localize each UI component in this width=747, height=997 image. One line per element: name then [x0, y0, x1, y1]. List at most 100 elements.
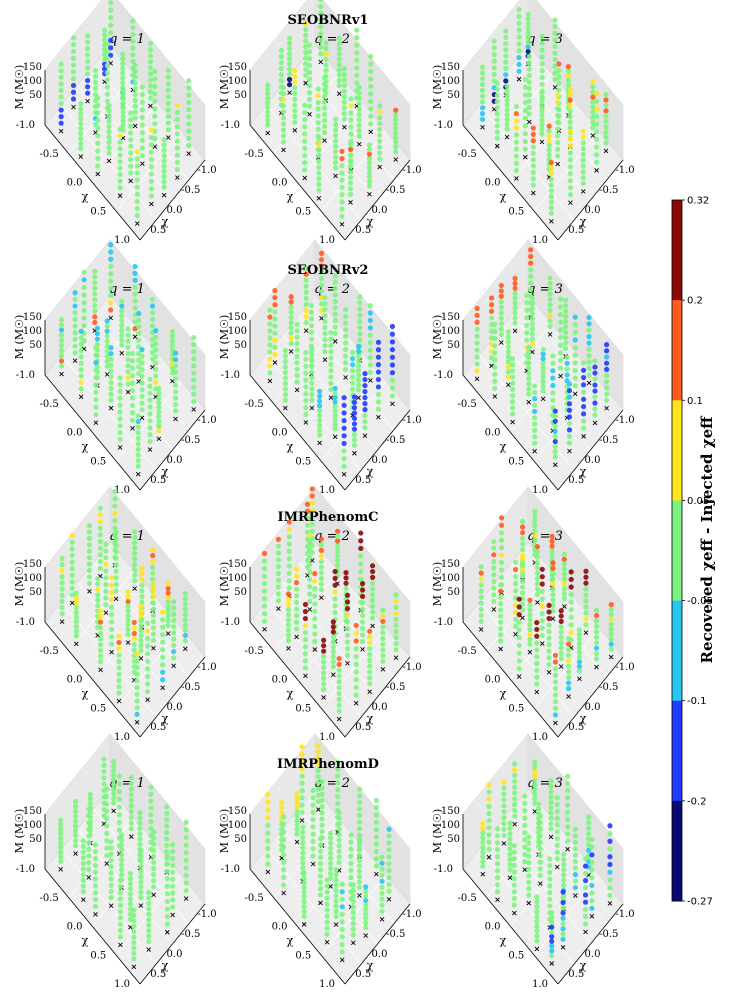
data-point: [333, 908, 339, 914]
data-point: [498, 282, 504, 289]
data-point: [342, 327, 349, 333]
data-point: [336, 673, 342, 679]
x-tick-label: 0.0: [272, 178, 288, 189]
data-point: [312, 593, 318, 599]
data-point: [592, 376, 598, 382]
injection-marker: [506, 382, 511, 388]
data-point: [572, 360, 578, 366]
data-point: [498, 515, 505, 521]
data-point: [317, 422, 323, 428]
data-point: [139, 582, 145, 588]
data-point: [333, 898, 339, 904]
data-point: [164, 853, 170, 859]
data-point: [582, 863, 589, 869]
data-point: [319, 791, 325, 797]
data-point: [339, 926, 345, 932]
data-point: [492, 357, 498, 363]
data-point: [182, 638, 188, 644]
data-point: [134, 170, 140, 176]
data-point: [367, 681, 373, 687]
data-point: [303, 271, 309, 277]
data-point: [583, 604, 589, 610]
data-point: [566, 414, 573, 420]
data-point: [132, 556, 138, 562]
data-point: [539, 94, 545, 100]
data-point: [116, 796, 122, 802]
data-point: [480, 854, 486, 860]
data-point: [58, 81, 64, 87]
x-axis-label-right: χ: [162, 712, 169, 725]
data-point: [319, 816, 325, 822]
data-point: [303, 295, 309, 302]
data-point: [536, 801, 542, 807]
data-point: [512, 807, 518, 813]
x-tick-label: -1.0: [16, 120, 35, 131]
data-point: [498, 299, 504, 305]
data-point: [108, 22, 114, 28]
colorbar-tick-label: 0.1: [687, 396, 703, 407]
data-point: [58, 342, 65, 349]
data-point: [108, 604, 115, 610]
data-point: [285, 632, 292, 638]
data-point: [586, 334, 592, 340]
data-point: [557, 311, 564, 318]
data-point: [589, 882, 595, 889]
data-point: [131, 956, 137, 962]
data-point: [561, 556, 567, 562]
data-point: [286, 45, 293, 52]
data-point: [583, 610, 589, 616]
data-point: [524, 307, 530, 313]
data-point: [134, 156, 140, 162]
data-point: [526, 853, 532, 859]
data-point: [527, 631, 533, 638]
data-point: [568, 629, 574, 636]
z-tick-label: 150: [23, 62, 42, 73]
x-axis-label-left: χ: [287, 190, 294, 203]
injection-marker: [183, 896, 189, 901]
data-point: [108, 888, 114, 895]
x-tick-label: 1.0: [319, 979, 335, 990]
data-point: [336, 832, 342, 838]
data-point: [315, 755, 321, 761]
data-point: [336, 826, 342, 832]
data-point: [165, 127, 171, 133]
data-point: [593, 607, 600, 613]
data-point: [539, 632, 545, 639]
data-point: [285, 627, 292, 633]
data-point: [128, 130, 134, 136]
data-point: [108, 857, 114, 864]
injection-marker: [348, 199, 353, 205]
q-label: q = 1: [109, 776, 145, 791]
data-point: [146, 906, 152, 912]
data-point: [522, 146, 528, 152]
injection-marker: [145, 697, 150, 703]
data-point: [97, 525, 103, 531]
data-point: [356, 847, 363, 853]
data-point: [494, 80, 500, 86]
data-point: [550, 570, 556, 577]
data-point: [513, 125, 519, 131]
data-point: [261, 596, 268, 602]
data-point: [78, 373, 84, 379]
data-point: [534, 667, 540, 674]
data-point: [572, 329, 578, 335]
z-axis-label: M (M☉): [431, 65, 444, 109]
data-point: [120, 87, 126, 93]
data-point: [586, 321, 592, 327]
data-point: [505, 339, 511, 345]
data-point: [516, 596, 522, 602]
data-point: [148, 812, 154, 818]
data-point: [594, 98, 600, 104]
data-point: [552, 699, 559, 705]
data-point: [328, 342, 334, 348]
data-point: [522, 107, 528, 114]
data-point: [294, 790, 300, 797]
data-point: [565, 831, 571, 837]
data-point: [567, 113, 573, 120]
data-point: [191, 363, 197, 369]
data-point: [322, 313, 328, 319]
data-point: [120, 114, 126, 120]
x-tick-label: -0.5: [181, 929, 200, 940]
data-point: [549, 910, 555, 916]
data-point: [128, 792, 134, 798]
